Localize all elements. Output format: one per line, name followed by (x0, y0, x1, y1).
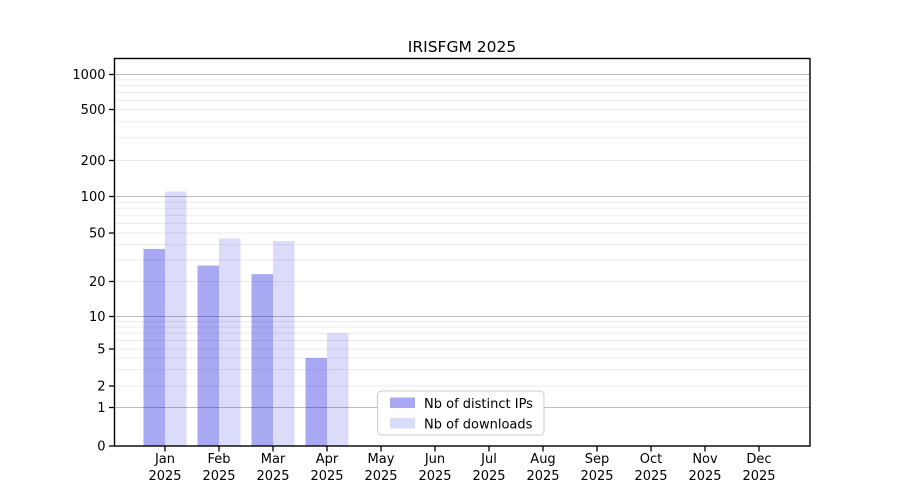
y-tick-label-0: 0 (97, 440, 105, 455)
bar-distinct-ips-feb-2025 (197, 265, 219, 446)
bar-downloads-apr-2025 (327, 333, 349, 446)
x-tick-label-aug-2025: Aug 2025 (526, 452, 559, 484)
x-tick-label-mar-2025: Mar 2025 (256, 452, 289, 484)
legend-label-downloads: Nb of downloads (424, 418, 533, 433)
legend-box (377, 390, 545, 436)
x-tick-label-jan-2025: Jan 2025 (148, 452, 181, 484)
bar-downloads-mar-2025 (273, 240, 295, 446)
x-tick-label-apr-2025: Apr 2025 (310, 452, 343, 484)
legend: Nb of distinct IPs Nb of downloads (377, 390, 545, 436)
bars-group (143, 191, 349, 446)
y-tick-label-200: 200 (81, 154, 106, 169)
bar-distinct-ips-jan-2025 (143, 248, 165, 446)
bar-downloads-jan-2025 (165, 191, 187, 446)
y-tick-label-5: 5 (97, 343, 105, 358)
y-tick-label-100: 100 (81, 190, 106, 205)
y-tick-label-2: 2 (97, 380, 105, 395)
y-tick-label-1000: 1000 (72, 68, 105, 83)
x-tick-label-sep-2025: Sep 2025 (580, 452, 613, 484)
chart-title: IRISFGM 2025 (408, 38, 516, 56)
y-tick-label-500: 500 (81, 103, 106, 118)
legend-swatch-distinct-ips (390, 397, 415, 408)
y-tick-label-50: 50 (89, 227, 106, 242)
plot-border (113, 57, 811, 447)
y-tick-label-1: 1 (97, 401, 105, 416)
bar-distinct-ips-mar-2025 (251, 274, 273, 446)
bar-distinct-ips-apr-2025 (305, 358, 327, 446)
x-tick-label-jun-2025: Jun 2025 (418, 452, 451, 484)
bar-downloads-feb-2025 (219, 238, 241, 446)
minor-gridlines (115, 79, 810, 387)
legend-label-distinct-ips: Nb of distinct IPs (424, 397, 533, 412)
x-tick-label-may-2025: May 2025 (364, 452, 397, 484)
x-tick-label-dec-2025: Dec 2025 (742, 452, 775, 484)
legend-swatch-downloads (390, 418, 415, 429)
x-tick-label-feb-2025: Feb 2025 (202, 452, 235, 484)
x-tick-label-oct-2025: Oct 2025 (634, 452, 667, 484)
axis-tick-labels: 0 1 2 5 10 20 50 100 200 500 1000 Jan 2025 Feb 2025 Mar… (72, 68, 775, 484)
y-tick-label-10: 10 (89, 310, 106, 325)
y-tick-label-20: 20 (89, 275, 106, 290)
x-tick-label-nov-2025: Nov 2025 (688, 452, 721, 484)
x-tick-label-jul-2025: Jul 2025 (472, 452, 505, 484)
axis-tick-marks (109, 73, 760, 452)
